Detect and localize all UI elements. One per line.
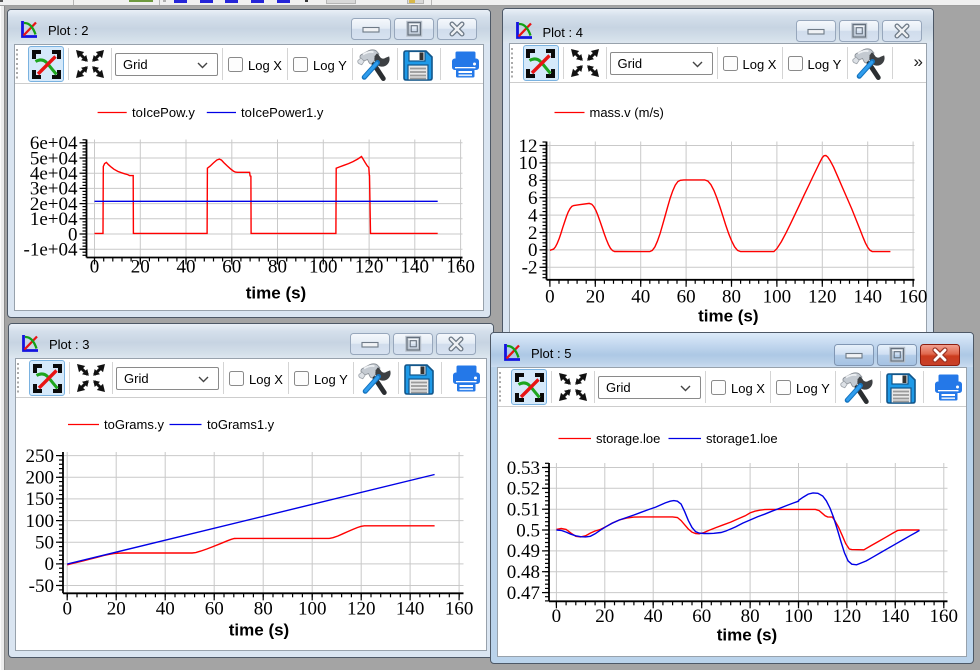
svg-text:0: 0	[552, 606, 562, 627]
svg-text:250: 250	[26, 446, 55, 467]
svg-text:5e+04: 5e+04	[30, 148, 78, 169]
svg-text:0: 0	[528, 240, 538, 261]
svg-text:-50: -50	[29, 576, 54, 597]
svg-text:60: 60	[692, 606, 711, 627]
svg-text:150: 150	[26, 489, 55, 510]
svg-text:0.49: 0.49	[507, 541, 540, 562]
svg-text:2e+04: 2e+04	[30, 194, 78, 215]
svg-text:6e+04: 6e+04	[30, 133, 78, 154]
svg-text:time (s): time (s)	[698, 307, 758, 326]
svg-text:40: 40	[644, 606, 663, 627]
svg-text:60: 60	[222, 257, 241, 278]
svg-text:40: 40	[177, 257, 196, 278]
svg-text:0: 0	[90, 257, 100, 278]
svg-text:60: 60	[205, 599, 224, 620]
svg-text:toGrams.y: toGrams.y	[104, 417, 164, 432]
svg-text:100: 100	[309, 257, 338, 278]
svg-text:-2: -2	[521, 258, 537, 279]
svg-text:storage1.loe: storage1.loe	[706, 431, 778, 446]
svg-text:8: 8	[528, 171, 538, 192]
svg-text:12: 12	[518, 136, 537, 157]
svg-text:toIcePow.y: toIcePow.y	[132, 105, 195, 120]
svg-text:-1e+04: -1e+04	[24, 240, 78, 261]
svg-text:3e+04: 3e+04	[30, 179, 78, 200]
svg-text:120: 120	[355, 257, 384, 278]
svg-text:100: 100	[762, 287, 791, 308]
svg-text:20: 20	[595, 606, 614, 627]
svg-text:50: 50	[35, 533, 54, 554]
svg-text:6: 6	[528, 188, 538, 209]
svg-text:140: 140	[881, 606, 910, 627]
svg-text:0: 0	[68, 224, 78, 245]
svg-text:80: 80	[722, 287, 741, 308]
svg-text:0.5: 0.5	[516, 520, 540, 541]
svg-text:1e+04: 1e+04	[30, 209, 78, 230]
svg-text:time (s): time (s)	[246, 284, 306, 303]
svg-text:160: 160	[446, 257, 475, 278]
svg-text:mass.v (m/s): mass.v (m/s)	[589, 105, 663, 120]
svg-text:0: 0	[62, 599, 72, 620]
svg-text:toGrams1.y: toGrams1.y	[207, 417, 275, 432]
svg-text:4: 4	[528, 205, 538, 226]
svg-text:80: 80	[268, 257, 287, 278]
svg-text:140: 140	[853, 287, 882, 308]
svg-text:80: 80	[741, 606, 760, 627]
svg-text:40: 40	[156, 599, 175, 620]
svg-text:100: 100	[298, 599, 327, 620]
svg-text:120: 120	[833, 606, 862, 627]
svg-text:120: 120	[808, 287, 837, 308]
svg-text:140: 140	[396, 599, 425, 620]
svg-text:20: 20	[585, 287, 604, 308]
svg-text:2: 2	[528, 223, 538, 244]
svg-text:20: 20	[107, 599, 126, 620]
svg-text:0: 0	[545, 287, 555, 308]
svg-text:0: 0	[45, 554, 55, 575]
svg-text:200: 200	[26, 468, 55, 489]
svg-text:0.53: 0.53	[507, 458, 540, 479]
svg-text:160: 160	[445, 599, 474, 620]
svg-text:40: 40	[631, 287, 650, 308]
svg-text:120: 120	[347, 599, 376, 620]
svg-text:10: 10	[518, 153, 537, 174]
svg-text:100: 100	[26, 511, 55, 532]
svg-text:time (s): time (s)	[229, 621, 289, 640]
svg-text:20: 20	[131, 257, 150, 278]
svg-text:storage.loe: storage.loe	[596, 431, 660, 446]
svg-text:time (s): time (s)	[717, 626, 777, 645]
svg-text:4e+04: 4e+04	[30, 164, 78, 185]
svg-text:0.48: 0.48	[507, 562, 540, 583]
svg-text:60: 60	[676, 287, 695, 308]
svg-text:100: 100	[784, 606, 813, 627]
svg-text:160: 160	[898, 287, 927, 308]
svg-text:140: 140	[401, 257, 430, 278]
svg-text:160: 160	[930, 606, 959, 627]
svg-text:toIcePower1.y: toIcePower1.y	[241, 105, 324, 120]
svg-text:80: 80	[254, 599, 273, 620]
svg-text:0.52: 0.52	[507, 479, 540, 500]
svg-text:0.47: 0.47	[507, 583, 540, 604]
svg-text:0.51: 0.51	[507, 500, 540, 521]
